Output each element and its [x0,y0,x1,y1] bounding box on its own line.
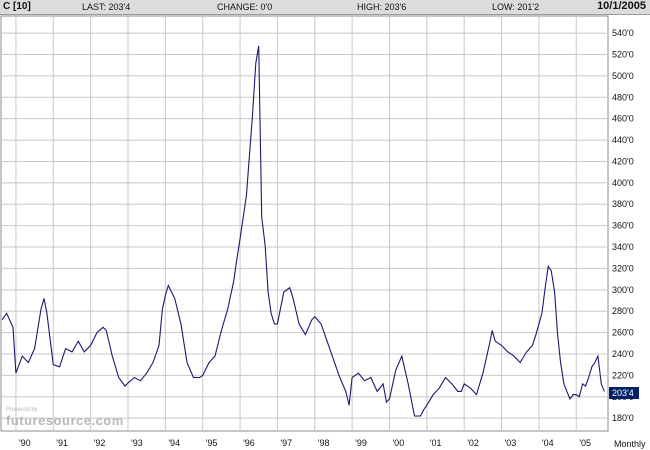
y-tick-label: 320'0 [612,263,634,273]
change-value: CHANGE: 0'0 [217,2,273,12]
last-price-box [609,387,639,400]
watermark-brand: futuresource.com [6,413,124,428]
y-tick-label: 520'0 [612,50,634,60]
y-tick-label: 420'0 [612,156,634,166]
y-tick-label: 180'0 [612,413,634,423]
y-tick-label: 380'0 [612,199,634,209]
x-tick-label: '91 [56,438,68,448]
low-value: LOW: 201'2 [492,2,540,12]
plot-frame [0,15,609,432]
y-tick-label: 240'0 [612,349,634,359]
x-tick-label: '02 [467,438,479,448]
x-tick-label: '97 [280,438,292,448]
y-axis-labels: 540'0 520'0 500'0 480'0 460'0 440'0 420'0 400'0… [612,28,634,423]
x-tick-label: '93 [131,438,143,448]
watermark-small: Powered by [6,407,38,413]
x-tick-label: '00 [392,438,404,448]
y-tick-label: 360'0 [612,221,634,231]
y-tick-label: 440'0 [612,135,634,145]
x-tick-label: '96 [243,438,255,448]
x-tick-label: '98 [318,438,330,448]
x-tick-label: '05 [579,438,591,448]
period-label: Monthly [614,439,646,449]
x-axis-labels: '90 '91 '92 '93 '94 '95 '96 '97 '98 '99 '00 '01 '02 '… [19,438,591,448]
symbol-label: C [10] [3,1,31,12]
x-tick-label: '90 [19,438,31,448]
x-tick-label: '01 [430,438,442,448]
y-tick-label: 340'0 [612,242,634,252]
y-tick-label: 400'0 [612,178,634,188]
y-tick-label: 460'0 [612,114,634,124]
x-tick-label: '94 [168,438,180,448]
quote-header: C [10] LAST: 203'4 CHANGE: 0'0 HIGH: 203… [0,0,650,15]
x-tick-label: '99 [355,438,367,448]
y-tick-label: 540'0 [612,28,634,38]
watermark: Powered by futuresource.com [6,407,124,428]
y-tick-label: 280'0 [612,306,634,316]
high-value: HIGH: 203'6 [357,2,407,12]
grid [1,16,608,431]
last-price-marker: 203'4 [609,387,639,400]
x-tick-label: '92 [94,438,106,448]
y-tick-label: 480'0 [612,92,634,102]
y-tick-label: 220'0 [612,370,634,380]
x-tick-label: '03 [505,438,517,448]
y-tick-label: 260'0 [612,328,634,338]
price-chart: 540'0 520'0 500'0 480'0 460'0 440'0 420'0 400'0… [0,15,646,449]
last-price: LAST: 203'4 [82,2,131,12]
last-price-label: 203'4 [612,388,634,398]
series-group [1,45,605,417]
x-tick-label: '04 [542,438,554,448]
price-line [1,45,605,417]
y-tick-label: 500'0 [612,71,634,81]
chart-date: 10/1/2005 [597,0,646,12]
y-tick-label: 300'0 [612,285,634,295]
x-tick-label: '95 [206,438,218,448]
